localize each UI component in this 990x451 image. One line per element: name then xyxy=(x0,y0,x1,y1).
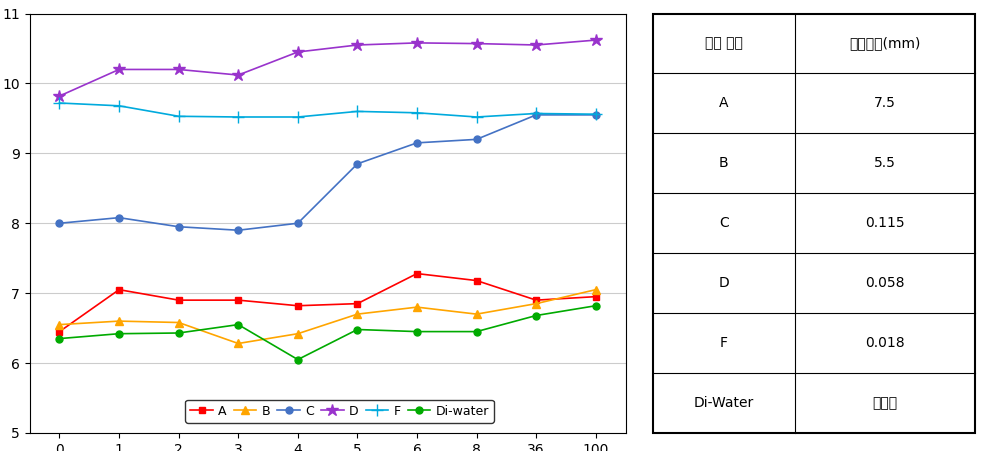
A xyxy=(53,329,65,334)
Di-water xyxy=(172,330,184,336)
Di-water xyxy=(411,329,423,334)
D xyxy=(113,67,125,72)
F xyxy=(590,111,602,117)
Text: 0.018: 0.018 xyxy=(865,336,905,350)
Di-water xyxy=(470,329,482,334)
B xyxy=(351,311,363,317)
Text: B: B xyxy=(719,156,729,170)
Di-water xyxy=(351,327,363,332)
D xyxy=(351,42,363,48)
D xyxy=(172,67,184,72)
Text: F: F xyxy=(720,336,728,350)
D xyxy=(590,37,602,43)
Di-water xyxy=(292,357,304,362)
Text: 5.5: 5.5 xyxy=(874,156,896,170)
Di-water xyxy=(590,303,602,308)
F xyxy=(292,114,304,120)
C xyxy=(113,215,125,221)
A xyxy=(233,298,245,303)
F xyxy=(172,114,184,119)
Di-water xyxy=(53,336,65,341)
Line: A: A xyxy=(56,270,599,335)
C xyxy=(531,112,543,118)
C xyxy=(411,140,423,146)
B xyxy=(53,322,65,327)
D xyxy=(411,40,423,46)
A xyxy=(172,298,184,303)
C xyxy=(233,227,245,233)
A xyxy=(590,294,602,299)
D xyxy=(233,72,245,78)
B xyxy=(531,301,543,306)
Text: C: C xyxy=(719,216,729,230)
A xyxy=(411,271,423,276)
A xyxy=(351,301,363,306)
A xyxy=(113,287,125,292)
B xyxy=(233,341,245,346)
D xyxy=(292,49,304,55)
B xyxy=(113,318,125,324)
Di-water xyxy=(113,331,125,336)
Text: Di-Water: Di-Water xyxy=(694,396,754,410)
B xyxy=(411,304,423,310)
F xyxy=(411,110,423,115)
B xyxy=(172,320,184,325)
A xyxy=(292,303,304,308)
F xyxy=(531,111,543,116)
Text: 7.5: 7.5 xyxy=(874,97,896,110)
D xyxy=(470,41,482,46)
F xyxy=(53,100,65,106)
B xyxy=(470,311,482,317)
F xyxy=(233,114,245,120)
D xyxy=(531,42,543,48)
Line: B: B xyxy=(55,285,600,348)
Text: A: A xyxy=(719,97,729,110)
Text: D: D xyxy=(719,276,730,290)
F xyxy=(113,103,125,109)
Line: F: F xyxy=(53,97,601,123)
Line: Di-water: Di-water xyxy=(56,302,599,363)
Text: 증류수: 증류수 xyxy=(872,396,898,410)
C xyxy=(590,112,602,118)
Di-water xyxy=(531,313,543,318)
C xyxy=(172,224,184,230)
C xyxy=(351,161,363,166)
F xyxy=(470,114,482,120)
B xyxy=(590,287,602,292)
Line: D: D xyxy=(53,34,602,102)
Text: 시료 이름: 시료 이름 xyxy=(705,37,742,51)
B xyxy=(292,331,304,336)
Di-water xyxy=(233,322,245,327)
Text: 0.115: 0.115 xyxy=(865,216,905,230)
C xyxy=(470,137,482,142)
D xyxy=(53,93,65,99)
Legend: A, B, C, D, F, Di-water: A, B, C, D, F, Di-water xyxy=(185,400,494,423)
A xyxy=(470,278,482,283)
A xyxy=(531,298,543,303)
Text: 0.058: 0.058 xyxy=(865,276,905,290)
C xyxy=(53,221,65,226)
Line: C: C xyxy=(56,111,599,234)
F xyxy=(351,109,363,114)
Text: 평균입경(mm): 평균입경(mm) xyxy=(849,37,921,51)
C xyxy=(292,221,304,226)
